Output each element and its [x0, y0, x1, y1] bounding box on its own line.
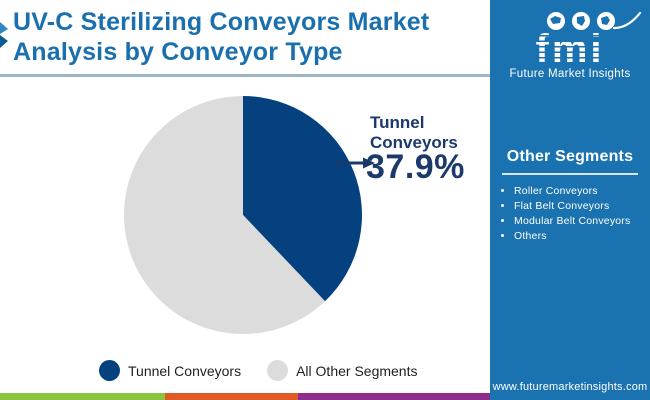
- website-link[interactable]: www.futuremarketinsights.com: [492, 381, 648, 393]
- logo-text: fmi: [490, 29, 650, 69]
- bottom-color-strip: [0, 393, 490, 400]
- other-segments-heading: Other Segments: [506, 148, 634, 165]
- legend-item-tunnel-conveyors: Tunnel Conveyors: [99, 360, 241, 381]
- list-item-others: Others: [514, 229, 650, 244]
- other-segments-list: Roller Conveyors Flat Belt Conveyors Mod…: [490, 184, 650, 244]
- list-item-flat-belt-conveyors: Flat Belt Conveyors: [514, 199, 650, 214]
- heading-underline: [502, 173, 638, 175]
- logo-globe-icons: [547, 11, 642, 30]
- legend-item-all-other-segments: All Other Segments: [267, 360, 417, 381]
- pie-slice-tunnel-conveyors: [243, 96, 362, 302]
- legend-label: Tunnel Conveyors: [128, 362, 242, 379]
- pie-slice-all-other-segments: [123, 95, 325, 335]
- chart-area: UV-C Sterilizing Conveyors Market Analys…: [0, 8, 490, 400]
- callout-arrow-icon: [336, 157, 375, 169]
- chart-legend: Tunnel Conveyors All Other Segments: [99, 360, 417, 381]
- callout-value: 37.9%: [366, 148, 465, 186]
- strip-segment-green: [0, 393, 165, 400]
- logo-tagline: Future Market Insights: [509, 68, 631, 80]
- title-divider: [0, 74, 490, 77]
- legend-swatch-gray-icon: [267, 360, 289, 381]
- sidebar: fmi Future Market Insights Other Segment…: [490, 0, 650, 400]
- left-edge-accent-icon: [0, 22, 8, 48]
- fmi-logo: fmi Future Market Insights: [490, 0, 650, 80]
- strip-segment-purple: [298, 393, 490, 400]
- strip-segment-orange: [165, 393, 298, 400]
- legend-swatch-blue-icon: [99, 360, 120, 381]
- page-title: UV-C Sterilizing Conveyors Market Analys…: [13, 8, 430, 66]
- list-item-roller-conveyors: Roller Conveyors: [514, 184, 650, 199]
- pie-chart: [123, 95, 362, 335]
- callout-label: Tunnel Conveyors: [370, 113, 458, 152]
- legend-label: All Other Segments: [296, 362, 418, 379]
- list-item-modular-belt-conveyors: Modular Belt Conveyors: [514, 214, 650, 229]
- other-segments-panel: Other Segments Roller Conveyors Flat Bel…: [490, 148, 650, 244]
